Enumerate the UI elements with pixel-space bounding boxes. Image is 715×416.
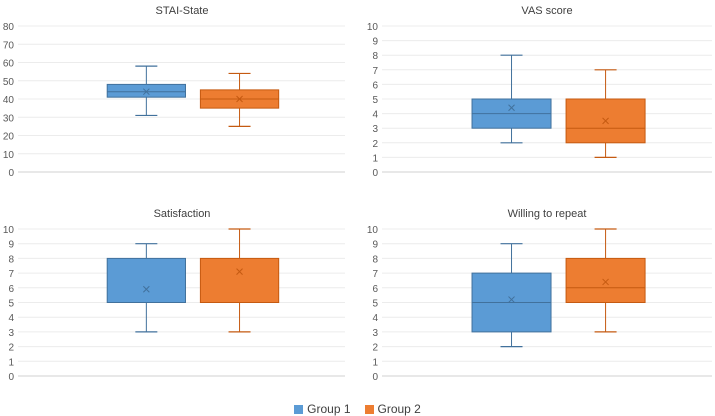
y-tick-label: 8 bbox=[372, 254, 378, 265]
y-tick-label: 3 bbox=[372, 124, 378, 135]
y-tick-label: 7 bbox=[372, 66, 378, 77]
y-tick-label: 9 bbox=[8, 240, 14, 251]
chart-legend: Group 1 Group 2 bbox=[0, 402, 715, 416]
y-tick-label: 5 bbox=[372, 299, 378, 310]
mean-marker-group-2 bbox=[602, 278, 609, 286]
y-tick-label: 8 bbox=[8, 254, 14, 265]
y-tick-label: 10 bbox=[367, 225, 379, 236]
legend-label-group-1: Group 1 bbox=[307, 402, 351, 416]
mean-marker-group-2 bbox=[236, 95, 243, 103]
mean-marker-group-2 bbox=[602, 117, 609, 125]
chart-title-willing-to-repeat: Willing to repeat bbox=[508, 208, 587, 220]
y-tick-label: 6 bbox=[8, 284, 14, 295]
y-tick-label: 60 bbox=[3, 59, 15, 70]
box-group-2 bbox=[199, 257, 280, 303]
mean-marker-group-1 bbox=[142, 285, 150, 293]
y-tick-label: 9 bbox=[372, 240, 378, 251]
y-tick-label: 10 bbox=[3, 150, 15, 161]
y-tick-label: 6 bbox=[372, 80, 378, 91]
y-tick-label: 70 bbox=[3, 40, 15, 51]
y-tick-label: 30 bbox=[3, 113, 15, 124]
y-tick-label: 3 bbox=[372, 328, 378, 339]
box-group-1 bbox=[106, 83, 186, 98]
mean-marker-group-1 bbox=[508, 296, 515, 303]
group-2-swatch bbox=[364, 404, 374, 414]
y-tick-label: 0 bbox=[8, 372, 14, 383]
legend-item-group-2: Group 2 bbox=[364, 402, 421, 416]
y-tick-label: 10 bbox=[3, 225, 15, 236]
y-tick-label: 5 bbox=[372, 95, 378, 106]
y-tick-label: 10 bbox=[367, 22, 379, 33]
y-tick-label: 50 bbox=[3, 77, 15, 88]
y-tick-label: 6 bbox=[372, 284, 378, 295]
y-tick-label: 3 bbox=[8, 328, 14, 339]
y-tick-label: 9 bbox=[372, 37, 378, 48]
legend-item-group-1: Group 1 bbox=[294, 402, 351, 416]
y-tick-label: 2 bbox=[372, 139, 378, 150]
y-tick-label: 5 bbox=[8, 299, 14, 310]
box-group-1 bbox=[106, 257, 186, 303]
y-tick-label: 20 bbox=[3, 132, 15, 143]
chart-title-stai-state: STAI-State bbox=[156, 5, 209, 17]
mean-marker-group-2 bbox=[236, 268, 243, 275]
y-tick-label: 1 bbox=[372, 153, 378, 164]
y-tick-label: 1 bbox=[8, 357, 14, 368]
y-tick-label: 80 bbox=[3, 22, 15, 33]
y-tick-label: 4 bbox=[372, 313, 378, 324]
y-tick-label: 2 bbox=[8, 343, 14, 354]
y-tick-label: 4 bbox=[372, 110, 378, 121]
legend-label-group-2: Group 2 bbox=[377, 402, 421, 416]
y-tick-label: 0 bbox=[8, 168, 14, 179]
y-tick-label: 1 bbox=[372, 357, 378, 368]
y-tick-label: 4 bbox=[8, 313, 14, 324]
box-group-2 bbox=[565, 257, 646, 303]
chart-title-vas-score: VAS score bbox=[521, 5, 572, 17]
y-tick-label: 8 bbox=[372, 51, 378, 62]
group-1-swatch bbox=[294, 404, 304, 414]
y-tick-label: 40 bbox=[3, 95, 15, 106]
y-tick-label: 7 bbox=[8, 269, 14, 280]
y-tick-label: 0 bbox=[372, 372, 378, 383]
y-tick-label: 0 bbox=[372, 168, 378, 179]
mean-marker-group-1 bbox=[142, 88, 150, 96]
mean-marker-group-1 bbox=[508, 104, 515, 112]
y-tick-label: 2 bbox=[372, 343, 378, 354]
y-tick-label: 7 bbox=[372, 269, 378, 280]
chart-title-satisfaction: Satisfaction bbox=[154, 208, 211, 220]
